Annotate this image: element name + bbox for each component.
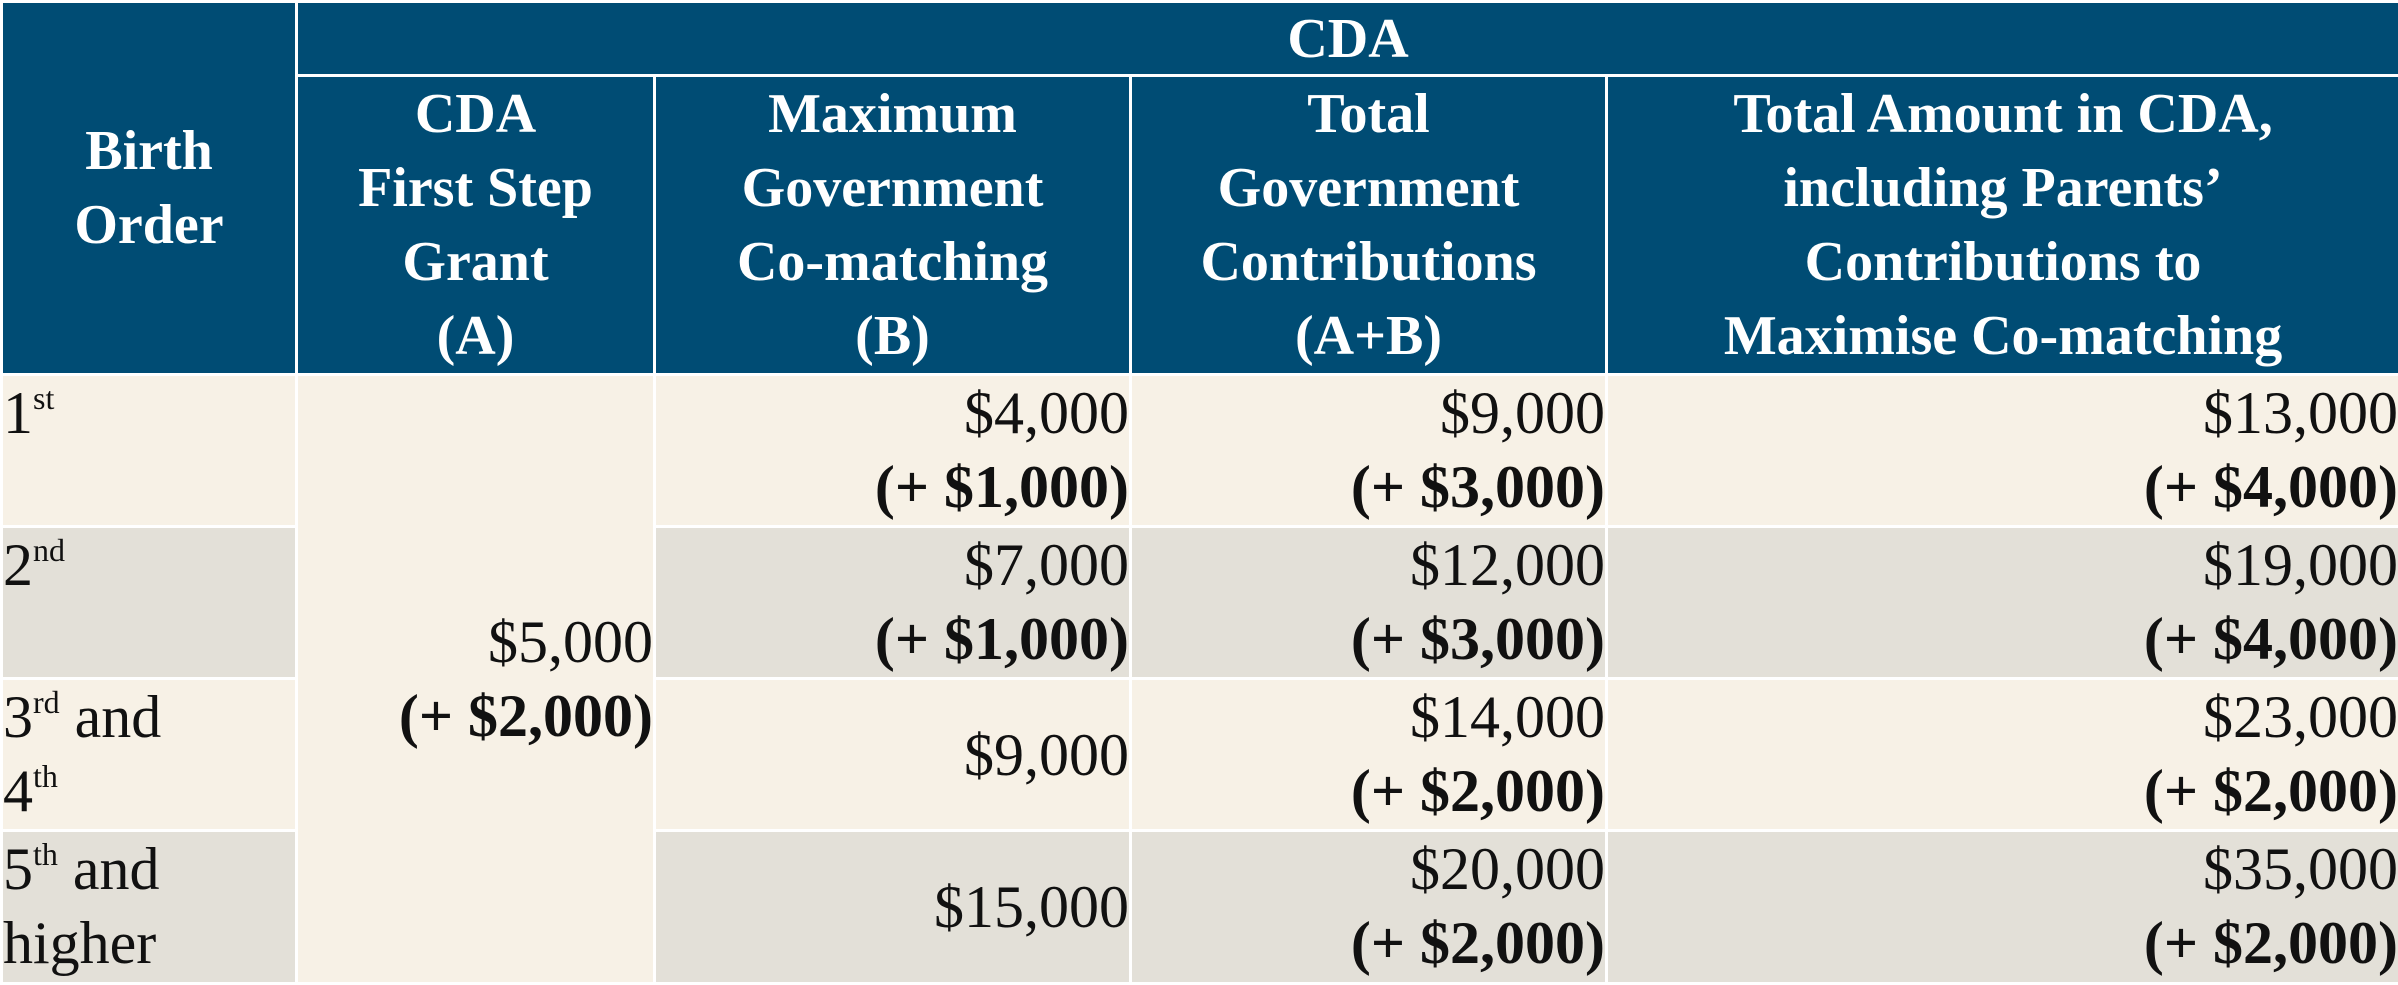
total-amount-cell: $13,000 (+ $4,000) bbox=[1607, 375, 2398, 527]
co-matching-cell: $7,000 (+ $1,000) bbox=[655, 527, 1131, 679]
co-matching-cell: $9,000 bbox=[655, 679, 1131, 831]
birth-order-cell: 1st bbox=[2, 375, 297, 527]
co-matching-cell: $4,000 (+ $1,000) bbox=[655, 375, 1131, 527]
total-amount-cell: $19,000 (+ $4,000) bbox=[1607, 527, 2398, 679]
header-birth-order: Birth Order bbox=[2, 2, 297, 375]
total-amount-cell: $23,000 (+ $2,000) bbox=[1607, 679, 2398, 831]
total-amount-cell: $35,000 (+ $2,000) bbox=[1607, 831, 2398, 984]
first-step-grant-cell: $5,000 (+ $2,000) bbox=[297, 375, 655, 984]
gov-contributions-cell: $9,000 (+ $3,000) bbox=[1131, 375, 1607, 527]
header-cda: CDA bbox=[297, 2, 2398, 76]
header-first-step-grant: CDA First Step Grant (A) bbox=[297, 76, 655, 375]
gov-contributions-cell: $20,000 (+ $2,000) bbox=[1131, 831, 1607, 984]
birth-order-cell: 5th and higher bbox=[2, 831, 297, 984]
table-row: 1st $5,000 (+ $2,000) $4,000 (+ $1,000) … bbox=[2, 375, 2398, 527]
gov-contributions-cell: $12,000 (+ $3,000) bbox=[1131, 527, 1607, 679]
co-matching-cell: $15,000 bbox=[655, 831, 1131, 984]
header-total-amount: Total Amount in CDA, including Parents’ … bbox=[1607, 76, 2398, 375]
header-total-gov-contributions: Total Government Contributions (A+B) bbox=[1131, 76, 1607, 375]
gov-contributions-cell: $14,000 (+ $2,000) bbox=[1131, 679, 1607, 831]
header-max-co-matching: Maximum Government Co-matching (B) bbox=[655, 76, 1131, 375]
birth-order-cell: 3rd and 4th bbox=[2, 679, 297, 831]
birth-order-cell: 2nd bbox=[2, 527, 297, 679]
